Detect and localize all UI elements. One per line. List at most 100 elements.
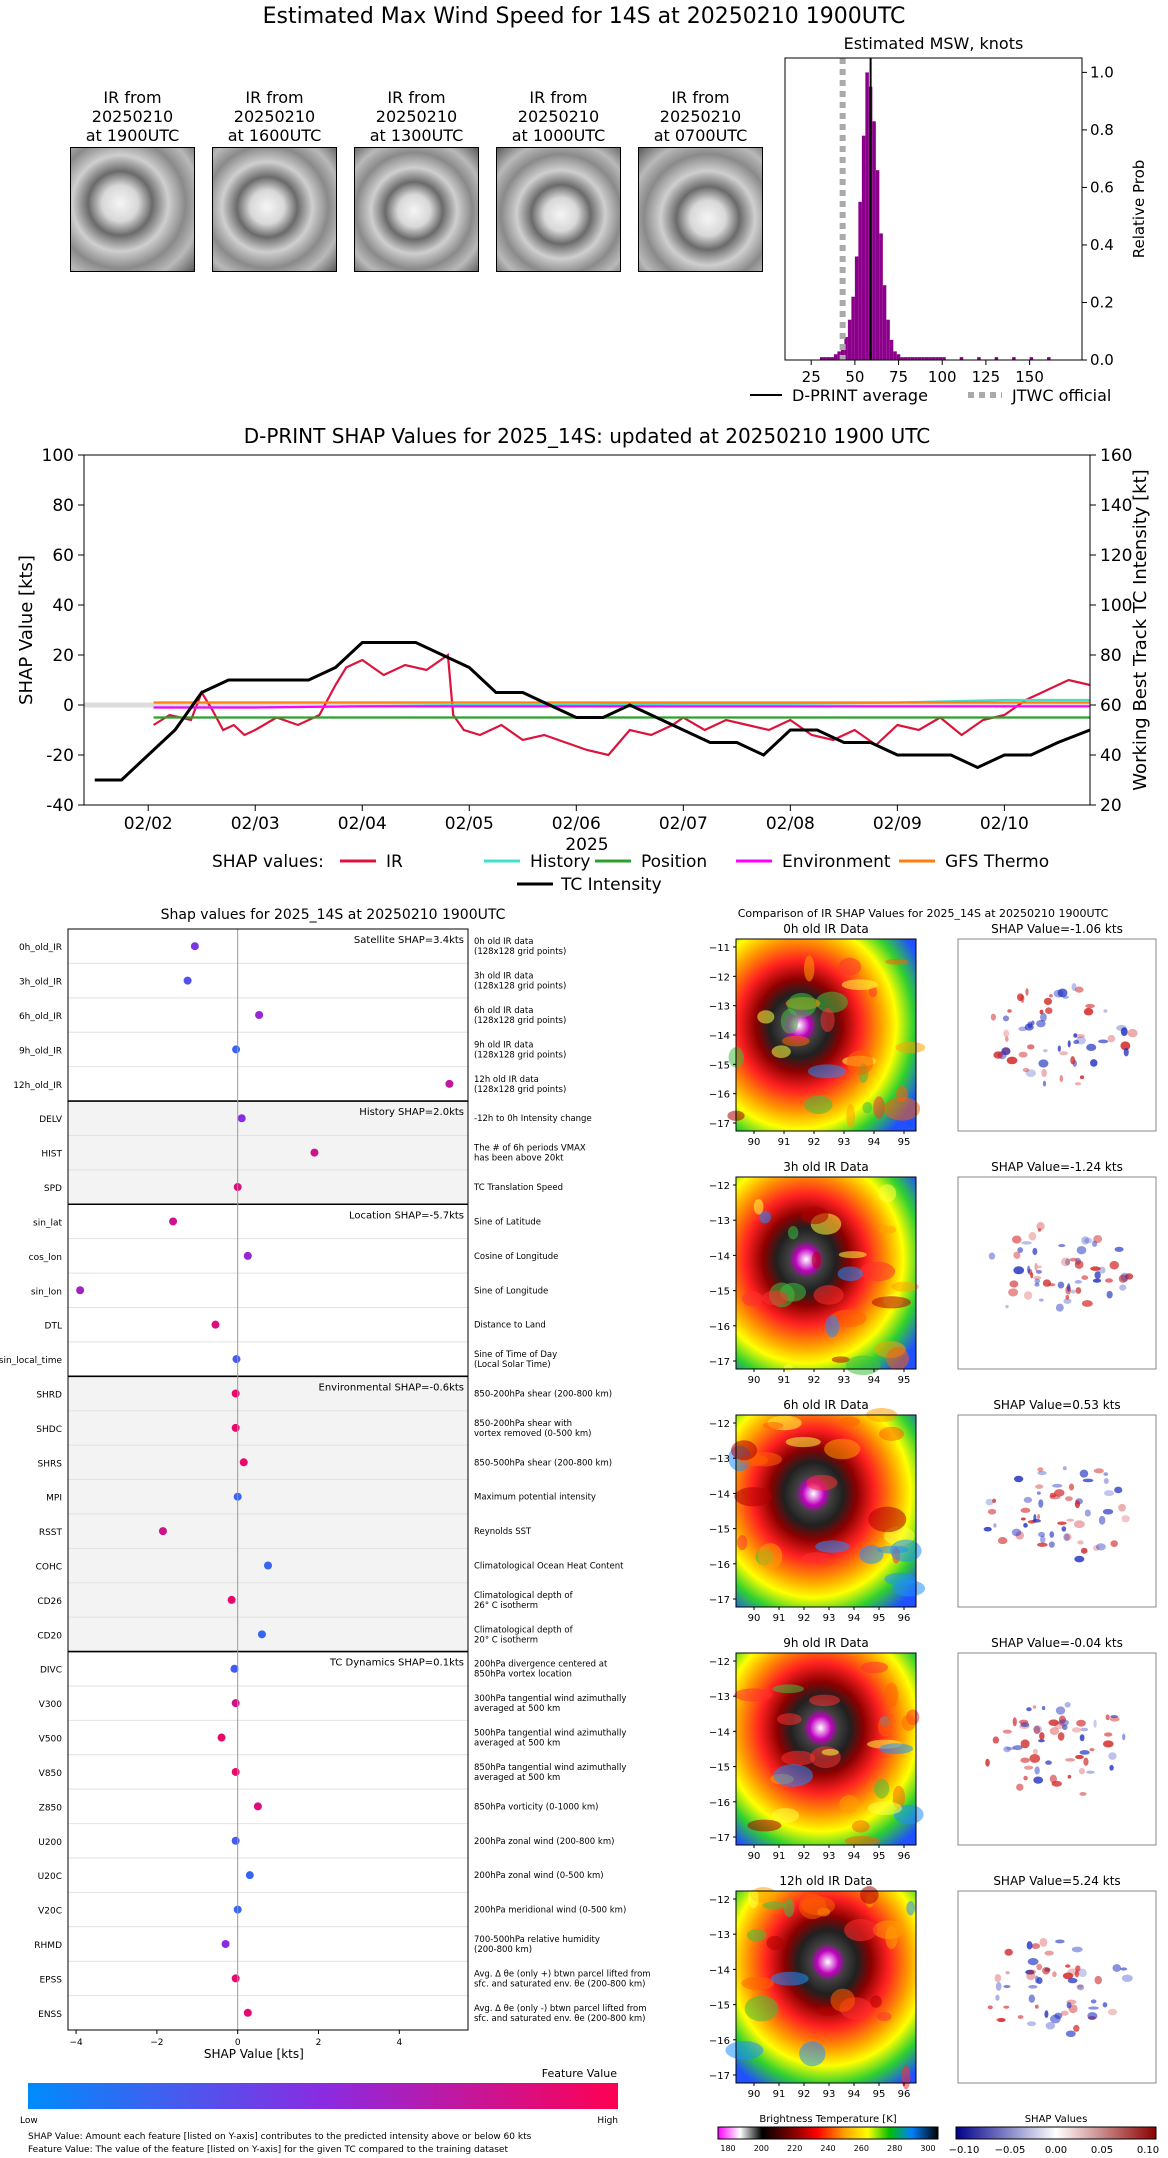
legend-label: TC Intensity <box>560 875 662 895</box>
shap-map-blob <box>997 2017 1006 2023</box>
shap-map-blob <box>1062 1972 1074 1980</box>
shap-map-blob <box>1038 1499 1044 1508</box>
shap-map-blob <box>1079 1791 1087 1796</box>
ir-x-tick-label: 92 <box>808 1375 821 1386</box>
shap-map-blob <box>1054 1721 1065 1730</box>
ir-x-tick-label: 92 <box>808 1137 821 1148</box>
shap-map-blob <box>1122 1733 1126 1741</box>
shap-map-blob <box>1077 1540 1084 1545</box>
shap-map-blob <box>1017 1247 1024 1253</box>
ir-y-tick-label: −13 <box>709 1002 730 1013</box>
feature-name: 12h_old_IR <box>13 1081 62 1091</box>
shap-colorbar-tick: 0.05 <box>1091 2145 1113 2156</box>
ir-panel-frame <box>735 1176 917 1370</box>
ir-texture-blob <box>873 1778 890 1799</box>
shap-map-blob <box>1065 1258 1071 1266</box>
ir-texture-blob <box>807 1064 846 1079</box>
feature-description: 850hPa vorticity (0-1000 km) <box>474 1802 598 1812</box>
shap-map-blob <box>1085 1003 1095 1009</box>
feature-description: 850hPa vortex location <box>474 1670 572 1680</box>
x-tick-label: 4 <box>396 2038 402 2048</box>
footnote-feature: Feature Value: The value of the feature … <box>28 2145 508 2155</box>
shap-map-blob <box>1036 1019 1046 1028</box>
feature-description: 200hPa zonal wind (200-800 km) <box>474 1837 614 1847</box>
ir-x-tick-label: 91 <box>773 2089 786 2100</box>
shap-map-blob <box>1045 1007 1053 1014</box>
bt-colorbar-title: Brightness Temperature [K] <box>759 2114 896 2125</box>
y-tick-label: 0.6 <box>1090 178 1114 196</box>
shap-map-blob <box>1034 2004 1039 2009</box>
y-tick-label: 100 <box>42 446 74 466</box>
ir-panel-title: 6h old IR Data <box>783 1398 869 1412</box>
shap-panel-frame <box>957 1176 1157 1370</box>
shap-map-blob <box>1093 1468 1104 1474</box>
shap-map-blob <box>1090 1059 1098 1067</box>
ir-texture-blob <box>771 1045 791 1058</box>
ir-texture-blob <box>804 1095 833 1115</box>
ir-texture-blob <box>838 957 862 976</box>
ir-texture-blob <box>839 1795 859 1814</box>
y2-tick-label: 20 <box>1100 796 1122 816</box>
shap-map-blob <box>1033 1776 1044 1784</box>
ir-thumbnail-image <box>638 147 763 272</box>
ir-x-tick-label: 91 <box>778 1375 791 1386</box>
feature-name: DTL <box>45 1322 62 1332</box>
ir-texture-blob <box>747 1819 782 1832</box>
shap-map-blob <box>1027 1044 1035 1050</box>
shap-map-blob <box>1034 1262 1038 1272</box>
ir-texture-blob <box>838 1251 867 1259</box>
shap-map-blob <box>1074 986 1084 993</box>
ir-texture-blob <box>824 1438 861 1460</box>
x-tick-label: 02/07 <box>659 814 708 834</box>
ir-texture-blob <box>886 1347 910 1370</box>
ir-texture-blob <box>783 1363 793 1373</box>
shap-map-blob <box>993 1523 997 1528</box>
ir-panel-title: 3h old IR Data <box>783 1160 869 1174</box>
ir-texture-blob <box>906 1901 915 1916</box>
ir-x-tick-label: 94 <box>848 1851 861 1862</box>
ir-panel-title: 12h old IR Data <box>779 1874 872 1888</box>
shap-map-blob <box>1081 1236 1090 1245</box>
histogram-bar <box>942 357 946 360</box>
y-tick-label: -20 <box>46 746 74 766</box>
histogram-bar <box>896 354 901 360</box>
shap-map-blob <box>1103 1478 1109 1484</box>
feature-name: V500 <box>39 1735 63 1745</box>
x-tick-label: 75 <box>889 368 908 386</box>
shap-map-blob <box>1026 1971 1036 1981</box>
x-tick-label: 02/04 <box>338 814 387 834</box>
ir-thumbnail-label: IR from 20250210 at 1300UTC <box>369 88 464 145</box>
shap-map-blob <box>1107 1034 1116 1043</box>
shap-map-blob <box>1064 1702 1071 1708</box>
ir-texture-blob <box>803 955 815 982</box>
feature-description: Distance to Land <box>474 1321 546 1331</box>
legend-label: GFS Thermo <box>945 852 1049 872</box>
shap-map-image <box>958 1653 1156 1845</box>
shap-map-blob <box>1065 1964 1071 1968</box>
shap-map-blob <box>1002 1729 1012 1734</box>
feature-name: RSST <box>39 1528 63 1538</box>
shap-map-blob <box>1060 2010 1069 2016</box>
shap-map-blob <box>1026 2021 1036 2027</box>
shap-map-blob <box>1003 1029 1010 1038</box>
shap-map-blob <box>1016 993 1024 1002</box>
shap-map-blob <box>995 1981 1002 1991</box>
feature-description: Cosine of Longitude <box>474 1252 558 1262</box>
ir-panel-title: 0h old IR Data <box>783 922 869 936</box>
feature-description: 200hPa divergence centered at <box>474 1660 608 1670</box>
shap-map-blob <box>1066 1518 1075 1522</box>
ir-x-tick-label: 95 <box>898 1137 911 1148</box>
colorbar-high-label: High <box>597 2116 618 2126</box>
bt-colorbar <box>717 2126 939 2140</box>
y2-tick-label: 160 <box>1100 446 1132 466</box>
shap-map-blob <box>1036 1542 1048 1547</box>
feature-description: 6h old IR data <box>474 1006 533 1016</box>
ir-x-tick-label: 96 <box>898 1851 911 1862</box>
histogram-bar <box>882 285 887 360</box>
shap-map-blob <box>1052 1971 1057 1978</box>
ir-texture-blob <box>867 1801 903 1816</box>
shap-colorbar-tick: 0.00 <box>1045 2145 1067 2156</box>
feature-name: SHRS <box>38 1459 63 1469</box>
feature-shap-point <box>257 1630 266 1639</box>
shap-map-blob <box>992 1736 1000 1744</box>
